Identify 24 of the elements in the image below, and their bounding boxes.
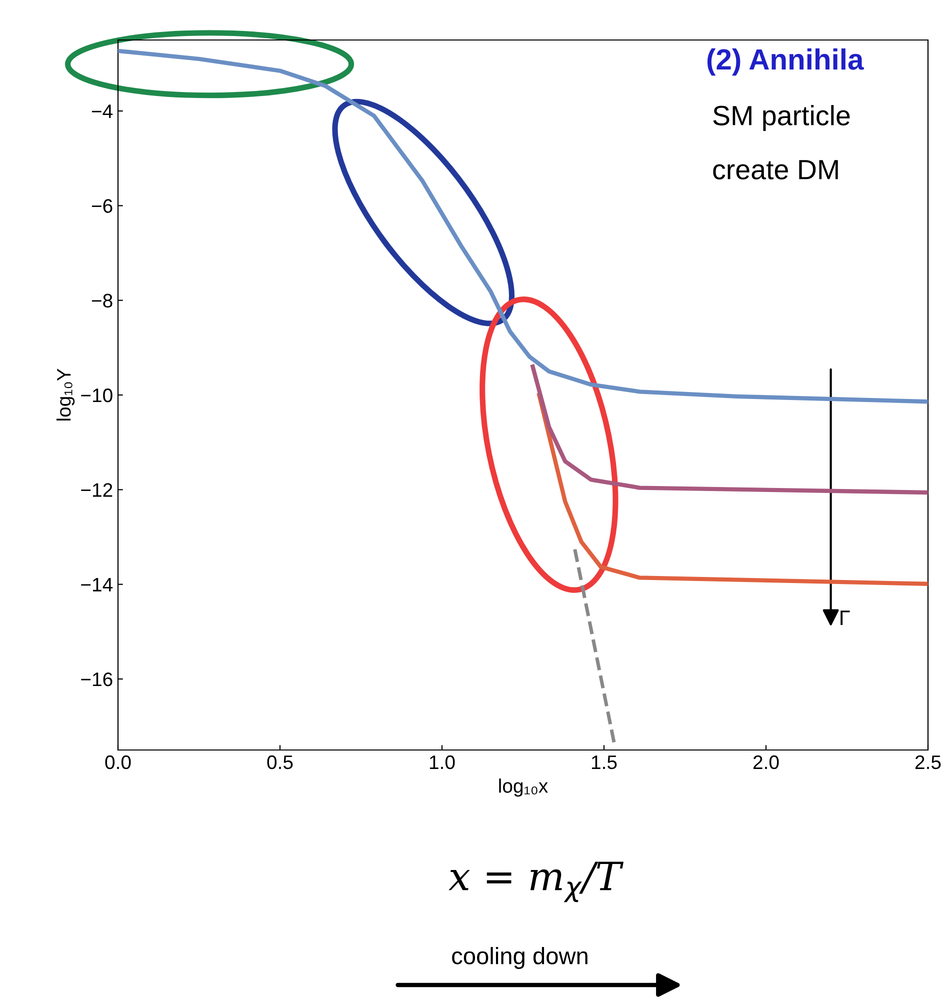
y-tick-label: −14 (81, 578, 113, 592)
x-tick-label: 2.0 (753, 755, 779, 770)
line-series (530, 364, 928, 495)
y-tick-label: −8 (92, 294, 112, 308)
text: cooling down (452, 946, 588, 970)
y-tick-label: −12 (81, 483, 112, 497)
text: x = m$_{χ}$/T (448, 862, 624, 902)
annotation: create DM (713, 160, 838, 180)
x-tick-label: 1.0 (430, 755, 455, 770)
y-tick-label: −10 (81, 388, 112, 402)
y-axis-title: log₁₀Y (56, 368, 75, 420)
annotation: Γ (840, 610, 850, 625)
x-tick-label: 2.5 (915, 755, 941, 770)
annotation: (2) Annihila (707, 48, 864, 76)
x-tick-label: 0.0 (105, 755, 131, 770)
y-tick-label: −4 (92, 104, 113, 118)
x-tick-label: 0.5 (267, 755, 293, 770)
x-axis-title: log₁₀x (499, 778, 548, 797)
y-tick-label: −6 (92, 199, 112, 213)
y-tick-label: −16 (81, 672, 112, 686)
annotation: SM particle (713, 105, 850, 131)
x-tick-label: 1.5 (592, 756, 617, 770)
line-series (118, 48, 928, 404)
line-series (537, 392, 928, 586)
